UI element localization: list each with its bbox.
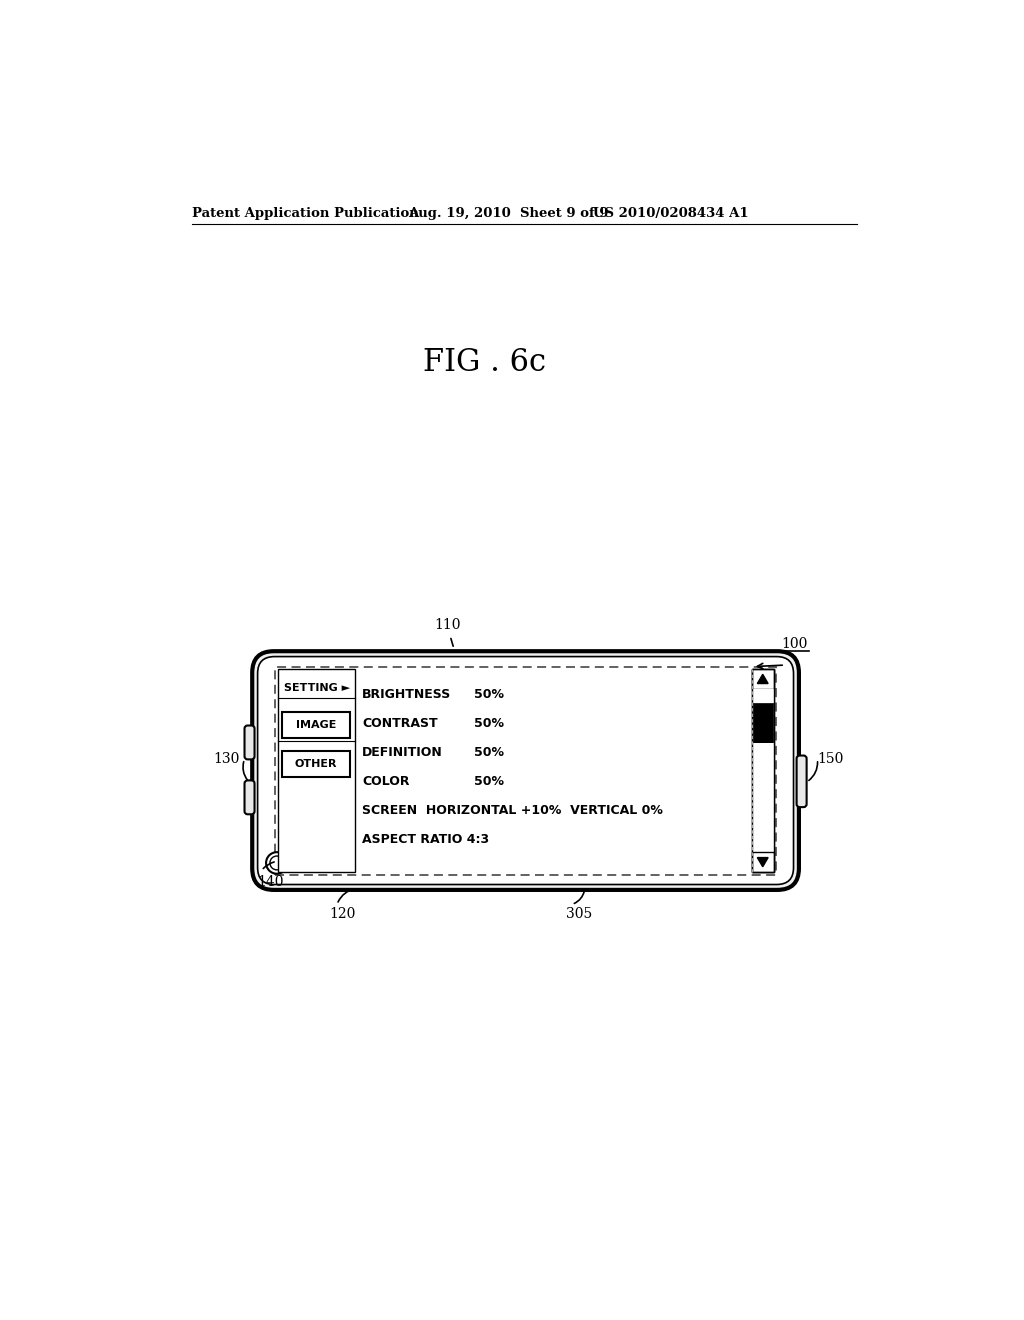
- Text: ASPECT RATIO 4:3: ASPECT RATIO 4:3: [362, 833, 489, 846]
- Bar: [278, 669, 354, 873]
- Text: Aug. 19, 2010  Sheet 9 of 9: Aug. 19, 2010 Sheet 9 of 9: [408, 207, 608, 220]
- Bar: [752, 669, 773, 873]
- Text: 305: 305: [565, 907, 592, 921]
- Text: SETTING ►: SETTING ►: [284, 682, 350, 693]
- Bar: [752, 689, 773, 702]
- FancyBboxPatch shape: [245, 726, 255, 759]
- Circle shape: [270, 857, 284, 870]
- Bar: [283, 711, 350, 738]
- Text: FIG . 6c: FIG . 6c: [423, 347, 546, 378]
- Bar: [752, 669, 773, 689]
- Text: 120: 120: [330, 907, 355, 921]
- FancyBboxPatch shape: [252, 651, 799, 890]
- Text: 150: 150: [817, 752, 844, 766]
- FancyBboxPatch shape: [797, 755, 807, 807]
- Text: US 2010/0208434 A1: US 2010/0208434 A1: [593, 207, 749, 220]
- Bar: [752, 743, 773, 853]
- Bar: [275, 667, 776, 875]
- Text: 50%: 50%: [474, 717, 504, 730]
- Text: CONTRAST: CONTRAST: [362, 717, 438, 730]
- Text: OTHER: OTHER: [295, 759, 337, 768]
- Text: 110: 110: [435, 618, 461, 632]
- Text: DEFINITION: DEFINITION: [362, 746, 443, 759]
- Circle shape: [266, 853, 288, 874]
- Text: 130: 130: [214, 752, 240, 766]
- Bar: [283, 751, 350, 776]
- Text: 140: 140: [258, 875, 284, 888]
- Text: COLOR: COLOR: [362, 775, 410, 788]
- Text: 100: 100: [781, 638, 808, 651]
- FancyBboxPatch shape: [258, 656, 794, 884]
- Text: 50%: 50%: [474, 746, 504, 759]
- Bar: [752, 669, 773, 873]
- FancyBboxPatch shape: [245, 780, 255, 814]
- Text: 50%: 50%: [474, 688, 504, 701]
- Polygon shape: [758, 675, 768, 684]
- Text: 50%: 50%: [474, 775, 504, 788]
- Text: SCREEN  HORIZONTAL +10%  VERTICAL 0%: SCREEN HORIZONTAL +10% VERTICAL 0%: [362, 804, 664, 817]
- Polygon shape: [758, 858, 768, 867]
- Text: Patent Application Publication: Patent Application Publication: [193, 207, 419, 220]
- Bar: [753, 702, 773, 743]
- Text: IMAGE: IMAGE: [296, 721, 336, 730]
- Text: BRIGHTNESS: BRIGHTNESS: [362, 688, 452, 701]
- Bar: [752, 853, 773, 873]
